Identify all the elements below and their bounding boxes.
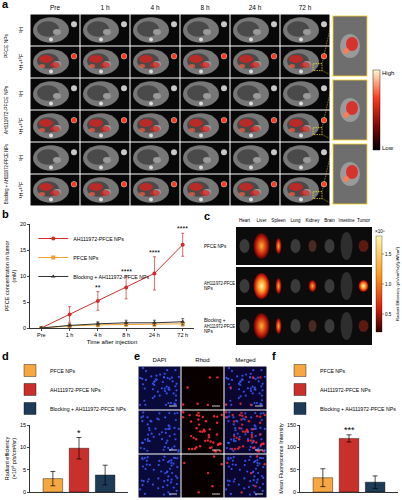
svg-text:¹H: ¹H [18, 27, 24, 33]
svg-text:5: 5 [23, 467, 26, 473]
svg-text:Pre: Pre [50, 4, 61, 11]
svg-text:Radiant efficiency(×10⁸ p/s/cm: Radiant efficiency(×10⁸ p/s/cm²/sr) [4, 437, 17, 481]
svg-text:PFCE NPs: PFCE NPs [204, 244, 227, 249]
svg-text:Spleen: Spleen [271, 218, 286, 223]
svg-text:8 h: 8 h [200, 4, 209, 11]
svg-text:72 h: 72 h [299, 4, 312, 11]
svg-text:AH111972-PFCE: AH111972-PFCE [204, 324, 235, 329]
html-text:f: f [272, 350, 276, 362]
svg-text:1 h: 1 h [100, 4, 109, 11]
svg-text:Kidney: Kidney [305, 218, 320, 223]
svg-text:Heart: Heart [239, 218, 251, 223]
svg-text:8 h: 8 h [122, 332, 130, 338]
svg-text:Blocking + AH111972-PFCE NPs: Blocking + AH111972-PFCE NPs [3, 144, 9, 204]
svg-text:High: High [382, 70, 394, 76]
svg-text:0.5: 0.5 [385, 312, 392, 317]
svg-text:Lung: Lung [290, 218, 301, 223]
html-text:c: c [204, 210, 211, 222]
svg-text:150: 150 [287, 422, 296, 428]
svg-text:****: **** [149, 249, 160, 256]
svg-text:PFCE concentration in tumor(mM: PFCE concentration in tumor(mM) [4, 241, 17, 312]
svg-text:0: 0 [23, 489, 26, 495]
svg-text:Liver: Liver [257, 218, 267, 223]
svg-text:4 h: 4 h [150, 4, 159, 11]
svg-text:PFCE NPs: PFCE NPs [3, 33, 9, 58]
svg-text:¹H+¹⁹F: ¹H+¹⁹F [18, 53, 24, 70]
svg-text:1.5: 1.5 [385, 252, 392, 257]
html-text:d: d [2, 350, 9, 362]
svg-text:15: 15 [20, 422, 26, 428]
svg-text:Merged: Merged [235, 357, 255, 363]
svg-text:5: 5 [23, 299, 26, 305]
svg-text:PFCE NPs: PFCE NPs [50, 368, 75, 374]
svg-text:Intestine: Intestine [339, 218, 355, 223]
svg-text:NPs: NPs [204, 286, 213, 291]
svg-text:50: 50 [290, 467, 296, 473]
svg-text:24 h: 24 h [149, 332, 160, 338]
svg-text:Mean Fluorescence Intensity: Mean Fluorescence Intensity [278, 423, 284, 494]
svg-text:100: 100 [287, 444, 296, 450]
svg-text:PFCE NPs: PFCE NPs [73, 255, 98, 261]
svg-text:10: 10 [20, 273, 26, 279]
svg-text:72 h: 72 h [177, 332, 188, 338]
svg-text:NPs: NPs [204, 329, 213, 334]
svg-text:Blocking + AH111972-PFCE NPs: Blocking + AH111972-PFCE NPs [320, 406, 396, 412]
svg-text:AH111972-PFCE: AH111972-PFCE [204, 281, 235, 286]
svg-text:4 h: 4 h [94, 332, 102, 338]
svg-text:24 h: 24 h [249, 4, 262, 11]
svg-text:****: **** [121, 268, 132, 275]
svg-text:10: 10 [20, 444, 26, 450]
svg-text:****: **** [177, 225, 188, 232]
svg-text:¹H: ¹H [18, 155, 24, 161]
svg-text:20: 20 [20, 221, 26, 227]
svg-text:Pre: Pre [37, 332, 46, 338]
svg-text:¹H+¹⁹F: ¹H+¹⁹F [18, 117, 24, 134]
svg-text:Blocking + AH111972-PFCE NPs: Blocking + AH111972-PFCE NPs [73, 274, 149, 280]
svg-text:Brain: Brain [324, 218, 335, 223]
svg-text:Tumor: Tumor [357, 218, 371, 223]
svg-text:Time after injection: Time after injection [87, 339, 137, 345]
svg-text:DAPI: DAPI [152, 357, 166, 363]
svg-text:Blocking +: Blocking + [204, 318, 226, 323]
svg-text:¹H+¹⁹F: ¹H+¹⁹F [18, 181, 24, 198]
svg-text:¹H: ¹H [18, 91, 24, 97]
svg-text:AH111972-PFCE NPs: AH111972-PFCE NPs [50, 387, 101, 393]
html-text:b: b [2, 208, 9, 220]
svg-text:0: 0 [293, 489, 296, 495]
svg-text:1 h: 1 h [66, 332, 74, 338]
svg-text:0: 0 [23, 325, 26, 331]
svg-text:Blocking + AH111972-PFCE NPs: Blocking + AH111972-PFCE NPs [50, 406, 126, 412]
svg-text:Rhod: Rhod [195, 357, 209, 363]
svg-text:AH111972-PFCE NPs: AH111972-PFCE NPs [320, 387, 371, 393]
svg-text:AH111972-PFCE NPs: AH111972-PFCE NPs [3, 85, 9, 134]
svg-text:AH111972-PFCE NPs: AH111972-PFCE NPs [73, 236, 124, 242]
svg-text:**: ** [95, 284, 101, 291]
html-text:e: e [134, 350, 141, 362]
svg-text:*: * [77, 428, 81, 438]
svg-text:***: *** [344, 425, 355, 435]
svg-text:Low: Low [382, 145, 394, 151]
svg-text:1.0: 1.0 [385, 282, 392, 287]
svg-text:Radiant Efficiency (p/s/cm²/sr: Radiant Efficiency (p/s/cm²/sr)/(μW/cm²) [395, 246, 400, 321]
svg-text:×10⁸: ×10⁸ [375, 229, 385, 234]
svg-text:PFCE NPs: PFCE NPs [320, 368, 345, 374]
svg-text:15: 15 [20, 247, 26, 253]
